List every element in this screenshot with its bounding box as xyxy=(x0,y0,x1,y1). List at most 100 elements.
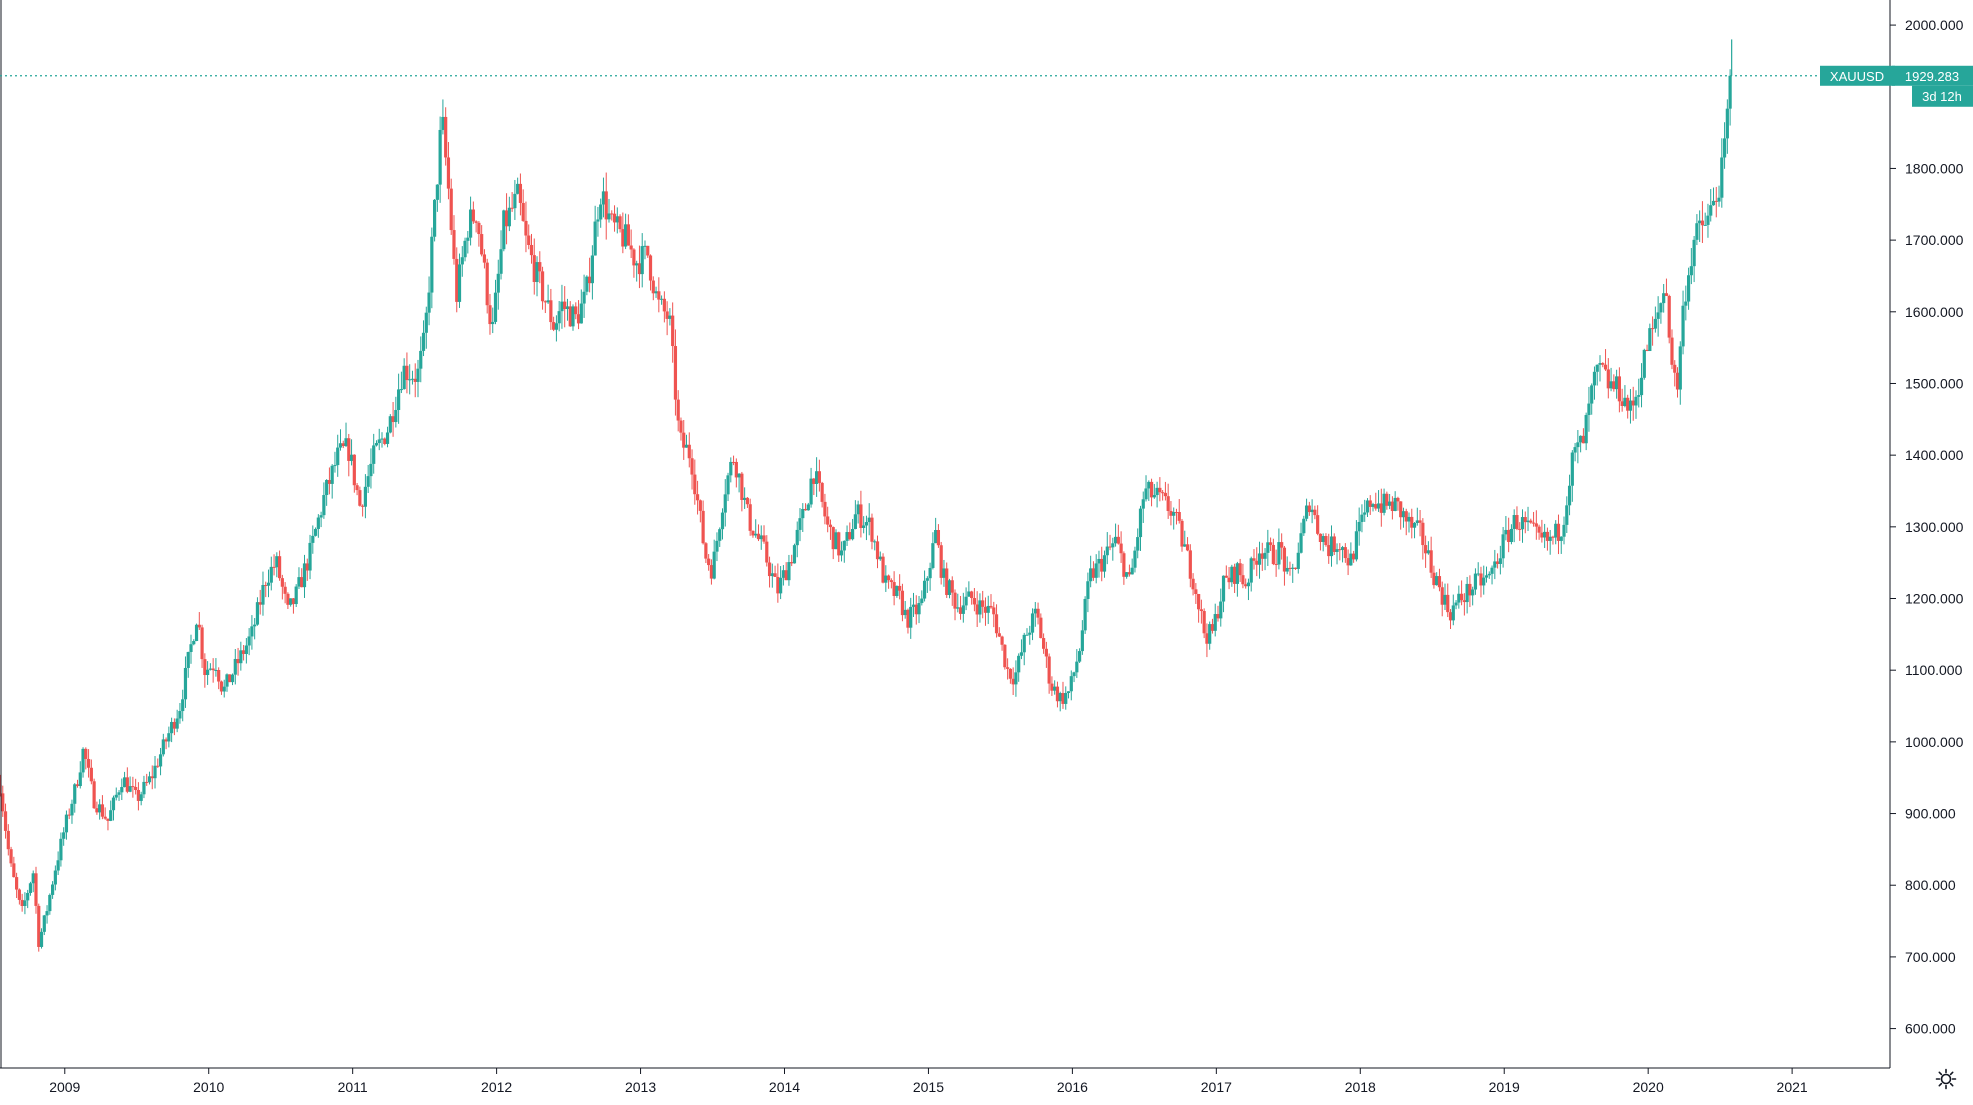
candle-body xyxy=(347,438,351,461)
price-tick-label: 2000.000 xyxy=(1905,17,1964,33)
candle-body xyxy=(695,494,700,501)
candle-body xyxy=(95,808,99,813)
candle-body xyxy=(1044,648,1048,657)
candle-body xyxy=(1144,488,1148,500)
candle-body xyxy=(826,516,830,525)
candle-body xyxy=(1623,397,1627,406)
candle-body xyxy=(175,718,179,729)
candle-body xyxy=(599,204,603,220)
candle-body xyxy=(460,257,464,265)
candle-body xyxy=(1180,520,1184,547)
price-axis[interactable]: 2000.000 1800.000 1700.000 1600.000 1500.000… xyxy=(1890,17,1964,1037)
candle-body xyxy=(1662,293,1666,304)
candle-body xyxy=(438,129,442,185)
chart-settings-button[interactable] xyxy=(1933,1066,1959,1092)
candle-body xyxy=(1316,515,1320,534)
candle-body xyxy=(446,157,451,189)
candle-body xyxy=(787,562,791,581)
candle-body xyxy=(720,512,725,530)
candle-body xyxy=(557,311,561,324)
candle-body xyxy=(197,624,201,628)
candle-body xyxy=(1385,493,1389,506)
candle-body xyxy=(1003,644,1007,668)
candle-body xyxy=(408,379,412,381)
candle-body xyxy=(419,350,423,369)
candle-body xyxy=(394,409,398,423)
candle-body xyxy=(767,562,772,577)
candle-body xyxy=(194,624,199,642)
candle-body xyxy=(1692,239,1696,267)
candle-body xyxy=(499,249,503,274)
candle-body xyxy=(1324,536,1328,546)
candle-body xyxy=(1454,602,1458,606)
candle-body xyxy=(1155,487,1159,496)
candle-body xyxy=(1526,520,1530,523)
candle-body xyxy=(1567,485,1572,506)
candle-body xyxy=(26,892,30,901)
candle-body xyxy=(1053,686,1057,691)
candle-body xyxy=(86,758,91,768)
time-tick-label: 2014 xyxy=(769,1079,800,1095)
candle-body xyxy=(1725,108,1729,139)
candle-body xyxy=(1352,553,1356,560)
candle-body xyxy=(178,711,182,719)
candle-body xyxy=(765,541,769,563)
candle-body xyxy=(1094,563,1098,578)
candle-body xyxy=(571,306,575,327)
candle-body xyxy=(862,525,866,528)
candle-body xyxy=(662,298,666,312)
candle-body xyxy=(120,787,124,793)
candle-body xyxy=(297,577,301,587)
candle-body xyxy=(504,210,509,227)
candle-body xyxy=(1119,543,1123,554)
candle-body xyxy=(380,438,384,440)
candle-body xyxy=(981,600,985,607)
candle-body xyxy=(1213,614,1217,631)
candle-body xyxy=(745,497,750,505)
candle-body xyxy=(3,811,8,831)
candle-body xyxy=(48,894,52,912)
candle-body xyxy=(158,754,163,767)
symbol-badge xyxy=(1820,65,1895,86)
candle-body xyxy=(1163,492,1168,497)
candle-body xyxy=(468,209,473,238)
time-axis[interactable]: 2009 2010 2011 2012 2013 2014 2015 2016 2017 2018… xyxy=(49,1068,1808,1095)
candle-body xyxy=(1573,447,1577,453)
gear-icon xyxy=(1935,1068,1957,1090)
candle-body xyxy=(1102,555,1107,572)
candle-body xyxy=(1138,508,1143,538)
candle-body xyxy=(1601,363,1605,365)
candle-body xyxy=(1418,520,1422,523)
candle-body xyxy=(117,792,121,795)
candle-body xyxy=(1097,558,1101,564)
candle-body xyxy=(1133,550,1137,568)
price-tick-label: 1400.000 xyxy=(1905,447,1964,463)
candle-body xyxy=(67,814,71,816)
candle-body xyxy=(170,721,174,734)
candle-body xyxy=(131,786,135,788)
price-tick-label: 700.000 xyxy=(1905,949,1956,965)
countdown-badge xyxy=(1912,85,1973,107)
candle-body xyxy=(1340,547,1345,550)
candle-body xyxy=(604,191,608,220)
candle-body xyxy=(632,249,636,266)
candle-body xyxy=(1675,372,1680,390)
candle-body xyxy=(1357,521,1361,532)
candle-body xyxy=(1030,613,1035,633)
candle-body xyxy=(1424,545,1428,554)
candle-body xyxy=(1476,573,1480,575)
candle-body xyxy=(1545,531,1550,541)
candle-body xyxy=(970,591,974,599)
candle-body xyxy=(1468,583,1472,596)
candle-body xyxy=(300,577,304,588)
candle-body xyxy=(253,624,257,627)
candle-body xyxy=(1612,381,1616,390)
candle-body xyxy=(535,262,539,283)
candle-body xyxy=(1615,376,1619,390)
candle-body xyxy=(886,575,891,581)
candle-body xyxy=(1302,518,1306,534)
candle-body xyxy=(909,606,913,628)
candle-body xyxy=(657,291,661,300)
